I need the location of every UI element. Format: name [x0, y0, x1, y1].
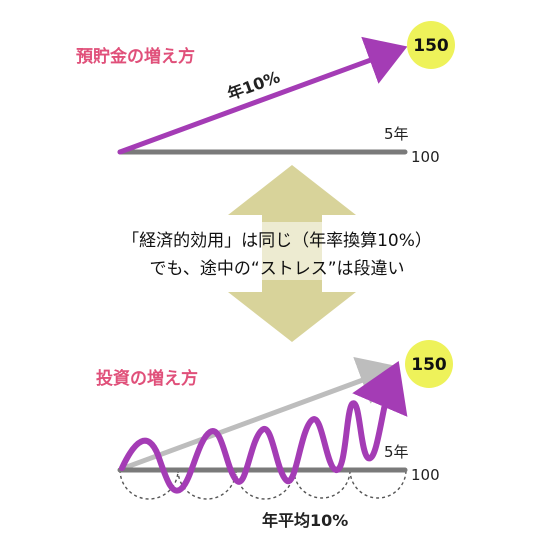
investment-end-value: 150 [411, 355, 447, 375]
message-line-1: 「経済的効用」は同じ（年率換算10%） [122, 231, 432, 251]
investment-title: 投資の増え方 [96, 368, 198, 389]
message-backdrop [86, 222, 466, 280]
message-line-2: でも、途中の“ストレス”は段違い [149, 259, 404, 279]
savings-end-value: 150 [413, 36, 449, 56]
investment-end-circle [405, 340, 453, 388]
savings-rate-label: 年10% [225, 67, 283, 103]
investment-start-value: 100 [411, 466, 440, 484]
savings-title: 預貯金の増え方 [76, 46, 195, 67]
investment-average-arrow [121, 356, 400, 471]
investment-duration: 5年 [384, 443, 409, 461]
savings-duration: 5年 [384, 125, 409, 143]
savings-growth-arrow [117, 36, 408, 155]
savings-start-value: 100 [411, 148, 440, 166]
investment-rate-label: 年平均10% [262, 511, 348, 530]
savings-end-circle [407, 21, 455, 69]
investment-fluctuation-line [119, 360, 408, 494]
